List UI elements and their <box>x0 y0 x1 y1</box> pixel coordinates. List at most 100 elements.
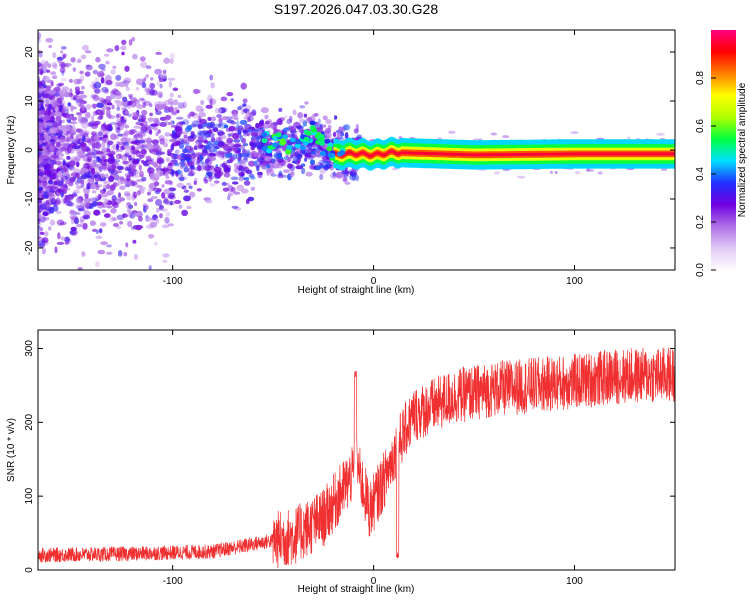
snr-xlabel: Height of straight line (km) <box>298 584 415 595</box>
spectrogram-point <box>213 153 216 158</box>
spectrogram-point <box>205 158 210 164</box>
spectrogram-point <box>70 226 77 232</box>
spectrogram-point <box>164 132 171 137</box>
spectrogram-point <box>153 126 158 131</box>
spectrogram-point <box>40 64 48 69</box>
spectrogram-point <box>38 135 45 141</box>
spectrogram-point <box>230 121 237 125</box>
spectrogram-point <box>64 62 70 68</box>
spectrogram-point <box>287 163 293 169</box>
spectrogram-point <box>135 78 144 86</box>
spectrogram-point <box>111 145 116 152</box>
snr-background <box>38 330 675 570</box>
spectrogram-point <box>148 265 152 270</box>
spectrogram-point <box>131 145 135 151</box>
spectrogram-point <box>48 191 54 197</box>
spectrogram-point <box>102 134 108 139</box>
spectrogram-point <box>50 95 55 99</box>
spectrogram-point <box>182 101 187 109</box>
spectrogram-point <box>115 25 123 30</box>
spectrogram-point <box>244 123 252 130</box>
spectrogram-point <box>304 101 309 105</box>
spectrogram-point <box>40 143 47 147</box>
spectrogram-point <box>70 127 79 133</box>
spectrogram-point <box>63 166 68 173</box>
spectrogram-point <box>162 69 167 75</box>
spectrogram-point <box>147 198 154 202</box>
spectrogram-point <box>174 149 180 154</box>
spectrogram-point <box>325 161 331 166</box>
spectrogram-point <box>238 153 246 158</box>
spectrogram-point <box>48 103 52 110</box>
spectrogram-point <box>116 113 122 118</box>
spectrogram-point <box>96 156 101 162</box>
spectrogram-point <box>227 195 231 201</box>
spectrogram-point <box>138 152 147 157</box>
spectrogram-point <box>38 229 41 236</box>
spectrogram-point <box>154 241 158 246</box>
spectrogram-point <box>341 126 346 132</box>
spectrogram-point <box>213 149 218 153</box>
spectrogram-point <box>129 96 133 100</box>
spectrogram-point <box>165 175 170 180</box>
spectrogram-point <box>324 130 330 137</box>
spectrogram-point <box>145 155 152 161</box>
spectrogram-point <box>123 77 132 84</box>
spectrogram-blob <box>318 136 325 142</box>
spectrogram-point <box>448 130 456 134</box>
spectrogram-point <box>81 121 89 129</box>
spectrogram-point <box>132 239 137 244</box>
spectrogram-point <box>97 249 106 255</box>
spectrogram-point <box>217 141 225 147</box>
spectrogram-point <box>155 119 160 125</box>
spectrogram-point <box>43 163 51 170</box>
spectrogram-point <box>137 185 143 189</box>
spectrogram-point <box>61 197 65 204</box>
colorbar-tick-label: 0.8 <box>695 71 706 85</box>
spectrogram-point <box>570 131 579 135</box>
spectrogram-point <box>49 175 53 183</box>
spectrogram-point <box>233 144 242 148</box>
spectrogram-blob <box>266 148 272 154</box>
spectrogram-point <box>156 188 162 192</box>
spectrogram-point <box>311 148 317 152</box>
spectrogram-point <box>139 174 145 178</box>
spectrogram-point <box>195 153 201 158</box>
spectrogram-point <box>43 148 48 156</box>
spectrogram-point <box>81 146 90 152</box>
spectrogram-point <box>188 150 194 154</box>
spectrogram-point <box>98 130 103 137</box>
spectrogram-point <box>232 132 239 140</box>
spectrogram-point <box>322 115 328 121</box>
spectrogram-point <box>68 78 73 83</box>
spectrogram-point <box>70 218 74 225</box>
spectrogram-point <box>203 177 207 181</box>
spectrogram-point <box>97 193 102 201</box>
spectrogram-point <box>44 158 52 163</box>
spectrogram-point <box>325 119 332 125</box>
spectrogram-point <box>81 44 89 51</box>
spectrogram-point <box>74 135 79 143</box>
spectrogram-point <box>304 157 308 162</box>
spectrogram-point <box>126 195 132 201</box>
figure-title: S197.2026.047.03.30.G28 <box>274 1 438 17</box>
spectrogram-point <box>128 39 133 46</box>
spectrogram-point <box>44 60 49 67</box>
spectrogram-point <box>38 129 42 133</box>
spectrogram-point <box>156 157 165 164</box>
spectrogram-point <box>349 170 357 178</box>
spectrogram-point <box>225 127 231 132</box>
spectrogram-ridge-band <box>333 149 675 158</box>
spectrogram-point <box>190 131 195 135</box>
spectrogram-point <box>244 104 252 110</box>
spectrogram-point <box>140 61 148 69</box>
colorbar-tick-label: 0.0 <box>695 263 706 277</box>
spectrogram-point <box>61 69 65 76</box>
spectrogram-point <box>54 102 61 106</box>
spectrogram-point <box>100 241 108 246</box>
spectrogram-point <box>246 131 251 136</box>
spectrogram-point <box>45 168 52 174</box>
spectrogram-point <box>214 107 222 114</box>
spectrogram-point <box>168 106 174 113</box>
